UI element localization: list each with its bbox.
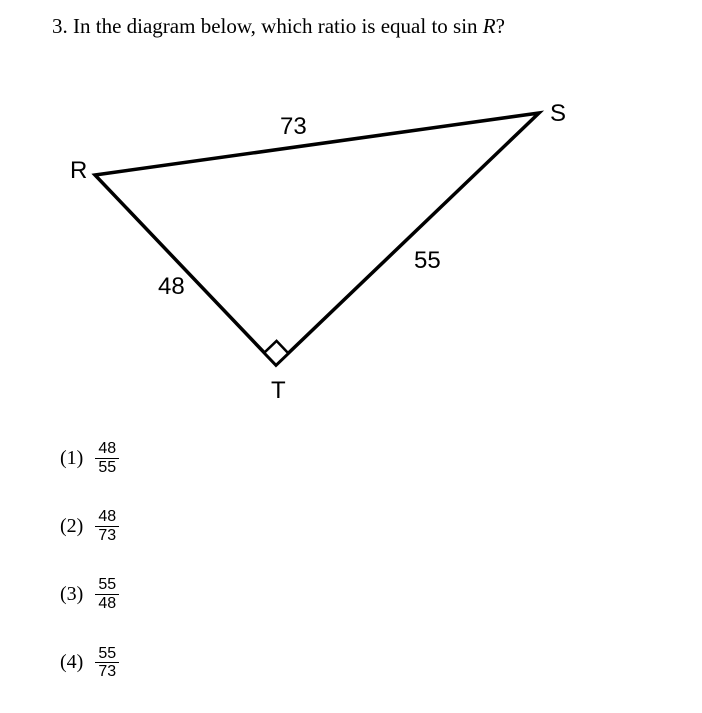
option-index: (1) [60,447,83,470]
option-2: (2) 48 73 [60,508,119,544]
option-index: (4) [60,651,83,674]
option-fraction: 48 55 [95,440,119,476]
fraction-numerator: 48 [95,440,119,459]
answer-options: (1) 48 55 (2) 48 73 (3) 55 48 (4) 55 73 [60,440,119,713]
option-index: (2) [60,515,83,538]
fraction-denominator: 48 [95,595,119,613]
fraction-numerator: 55 [95,576,119,595]
vertex-label-S: S [550,100,566,128]
triangle-diagram: R S T 73 55 48 [52,95,562,415]
option-1: (1) 48 55 [60,440,119,476]
triangle-svg [52,95,562,415]
side-label-RT: 48 [158,273,185,301]
fraction-numerator: 55 [95,645,119,664]
option-index: (3) [60,583,83,606]
option-fraction: 55 73 [95,645,119,681]
side-label-ST: 55 [414,247,441,275]
question-number: 3. [52,14,68,38]
vertex-label-T: T [271,377,286,405]
fraction-denominator: 55 [95,459,119,477]
triangle-shape [95,113,539,365]
vertex-label-R: R [70,157,87,185]
question-suffix: ? [496,14,505,38]
fraction-denominator: 73 [95,663,119,681]
option-fraction: 55 48 [95,576,119,612]
fraction-numerator: 48 [95,508,119,527]
question-prefix: In the diagram below, which ratio is equ… [73,14,483,38]
option-4: (4) 55 73 [60,645,119,681]
option-3: (3) 55 48 [60,576,119,612]
option-fraction: 48 73 [95,508,119,544]
fraction-denominator: 73 [95,527,119,545]
question-text: 3. In the diagram below, which ratio is … [52,14,505,39]
side-label-RS: 73 [280,113,307,141]
question-variable: R [483,14,496,38]
